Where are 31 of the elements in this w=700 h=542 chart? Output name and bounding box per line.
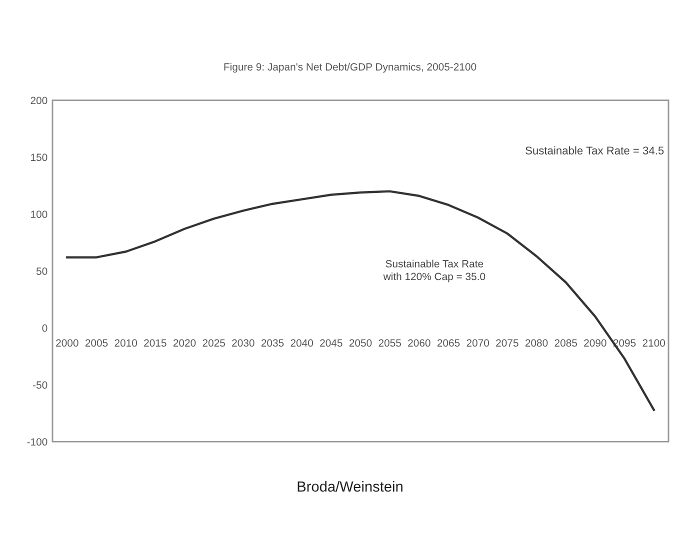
x-tick-label: 2055 xyxy=(378,339,401,347)
x-tick-label: 2100 xyxy=(642,339,666,347)
text: Broda/Weinstein xyxy=(298,481,402,492)
x-tick-label: 2015 xyxy=(144,339,166,347)
x-tick-label: 2020 xyxy=(173,339,196,347)
x-tick-label: 2090 xyxy=(584,339,606,347)
x-tick-label: 2005 xyxy=(85,339,108,347)
y-tick-label: 150 xyxy=(31,154,48,162)
y-tick-label: -50 xyxy=(33,381,48,389)
y-tick-label: -100 xyxy=(27,438,48,446)
annotation: Sustainable Tax Rate = 34.5 xyxy=(526,146,664,154)
y-tick-label: 50 xyxy=(36,268,48,275)
y-tick-label: 200 xyxy=(30,96,48,104)
annotation: Sustainable Tax Rate with 120% Cap = 35.0 xyxy=(383,260,486,282)
x-tick-label: 2025 xyxy=(202,339,225,347)
chart-title: Figure 9: Japan's Net Debt/GDP Dynamics, 2005-2100 xyxy=(224,62,476,73)
x-tick-label: 2060 xyxy=(408,339,430,347)
x-tick-label: 2010 xyxy=(114,339,138,347)
x-tick-label: 2045 xyxy=(320,339,342,347)
x-tick-label: 2030 xyxy=(232,339,254,347)
y-tick-label: 0 xyxy=(42,324,48,332)
x-tick-label: 2035 xyxy=(261,339,284,347)
x-tick-label: 2065 xyxy=(437,339,460,347)
x-tick-label: 2070 xyxy=(466,339,490,347)
x-tick-label: 2050 xyxy=(349,339,372,347)
x-tick-label: 2085 xyxy=(554,339,577,347)
x-tick-label: 2000 xyxy=(56,339,78,347)
x-tick-label: 2075 xyxy=(496,339,518,347)
y-tick-label: 100 xyxy=(31,210,48,218)
x-tick-label: 2040 xyxy=(290,339,314,347)
x-tick-label: 2080 xyxy=(525,339,548,347)
